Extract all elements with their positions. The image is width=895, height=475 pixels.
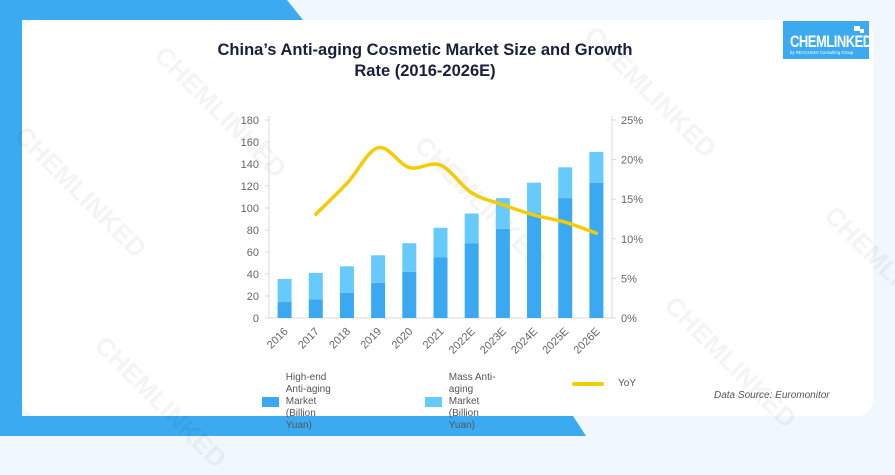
x-axis-tick-label: 2023E [478, 326, 509, 357]
right-axis-tick-label: 20% [621, 155, 643, 167]
left-axis-tick-label: 60 [247, 247, 259, 259]
bar-mass [371, 255, 385, 282]
x-axis-tick-label: 2022E [447, 326, 478, 357]
bar-mass [589, 152, 603, 183]
bar-mass [340, 266, 354, 292]
bar-high-end [340, 293, 354, 318]
legend-label-yoy: YoY [618, 378, 636, 390]
bar-mass [434, 228, 448, 258]
x-axis-tick-label: 2017 [296, 326, 322, 352]
left-axis-tick-label: 160 [241, 137, 259, 149]
right-axis-tick-label: 10% [621, 234, 643, 246]
x-axis-tick-label: 2019 [358, 326, 384, 352]
x-axis-tick-label: 2021 [421, 326, 447, 352]
bar-high-end [309, 299, 323, 318]
legend-item-mass: Mass Anti-aging Market (Billion Yuan) [425, 372, 496, 432]
bar-mass [527, 183, 541, 214]
legend-label-mass: Mass Anti-aging Market (Billion Yuan) [449, 372, 496, 432]
legend-label-high-end: High-end Anti-aging Market (Billion Yuan… [286, 372, 333, 432]
bar-high-end [402, 272, 416, 318]
right-axis-tick-label: 25% [621, 115, 643, 127]
left-axis-tick-label: 100 [241, 203, 259, 215]
legend-swatch-high-end [262, 397, 279, 407]
right-axis-tick-label: 15% [621, 194, 643, 206]
left-axis-tick-label: 80 [247, 225, 259, 237]
bar-high-end [434, 258, 448, 319]
x-axis-tick-label: 2018 [327, 326, 353, 352]
yoy-line [316, 147, 597, 233]
legend-swatch-mass [425, 397, 442, 407]
right-axis-tick-label: 5% [621, 273, 637, 285]
x-axis-tick-label: 2026E [572, 326, 603, 357]
legend-swatch-yoy [572, 382, 604, 386]
left-axis-tick-label: 180 [241, 115, 259, 127]
x-axis-tick-label: 2025E [540, 326, 571, 357]
left-axis-tick-label: 120 [241, 181, 259, 193]
bar-high-end [558, 198, 572, 318]
bar-high-end [527, 214, 541, 319]
bar-high-end [465, 243, 479, 318]
x-axis-tick-label: 2020 [390, 326, 416, 352]
bar-high-end [589, 183, 603, 318]
legend-item-yoy: YoY [572, 378, 636, 390]
bar-mass [402, 243, 416, 272]
x-axis-tick-label: 2016 [265, 326, 291, 352]
left-axis-tick-label: 140 [241, 159, 259, 171]
bar-high-end [496, 229, 510, 318]
chart-plot: 0 20 40 60 80 100 120 140 160 180 0% 5% 10% 15% 20% 25%… [0, 0, 895, 436]
legend-item-high-end: High-end Anti-aging Market (Billion Yuan… [262, 372, 333, 432]
bar-high-end [371, 283, 385, 318]
right-axis-tick-label: 0% [621, 313, 637, 325]
bar-mass [465, 214, 479, 244]
bar-mass [278, 279, 292, 302]
bar-mass [558, 167, 572, 198]
data-source: Data Source: Euromonitor [714, 390, 830, 401]
bar-high-end [278, 302, 292, 318]
left-axis-tick-label: 0 [253, 313, 259, 325]
x-axis-tick-label: 2024E [509, 326, 540, 357]
left-axis-tick-label: 20 [247, 291, 259, 303]
bar-mass [309, 273, 323, 299]
left-axis-tick-label: 40 [247, 269, 259, 281]
